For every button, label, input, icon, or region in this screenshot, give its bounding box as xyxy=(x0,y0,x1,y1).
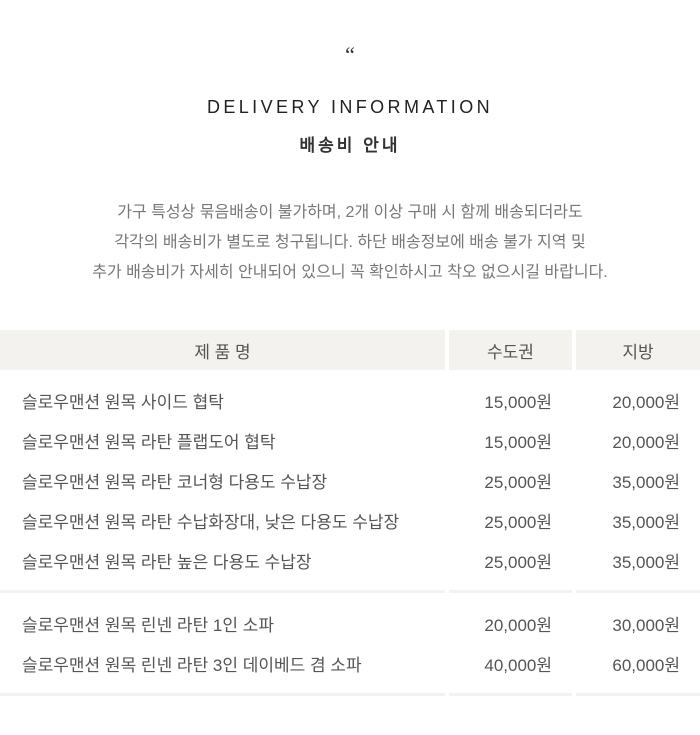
description-line: 추가 배송비가 자세히 안내되어 있으니 꼭 확인하시고 착오 없으시길 바랍니… xyxy=(92,264,608,281)
group-divider xyxy=(0,683,700,696)
column-header-metro: 수도권 xyxy=(449,330,572,370)
quote-mark: “ xyxy=(345,42,355,67)
section-title-ko: 배송비 안내 xyxy=(299,136,401,155)
local-fee: 35,000원 xyxy=(612,552,680,572)
column-header-local: 지방 xyxy=(576,330,700,370)
description-line: 각각의 배송비가 별도로 청구됩니다. 하단 배송정보에 배송 불가 지역 및 xyxy=(114,234,586,251)
delivery-description: 가구 특성상 묶음배송이 불가하며, 2개 이상 구매 시 함께 배송되더라도 … xyxy=(0,198,700,288)
metro-fee: 20,000원 xyxy=(484,615,552,635)
product-name: 슬로우맨션 원목 린넨 라탄 3인 데이베드 겸 소파 xyxy=(22,655,362,675)
local-fee: 35,000원 xyxy=(612,472,680,492)
metro-fee: 15,000원 xyxy=(484,432,552,452)
local-fee: 20,000원 xyxy=(612,432,680,452)
table-row: 슬로우맨션 원목 사이드 협탁 15,000원 20,000원 xyxy=(0,380,700,420)
spacer-cell xyxy=(0,580,445,593)
table-row: 슬로우맨션 원목 라탄 수납화장대, 낮은 다용도 수납장 25,000원 35,0… xyxy=(0,500,700,540)
table-row: 슬로우맨션 원목 라탄 플랩도어 협탁 15,000원 20,000원 xyxy=(0,420,700,460)
metro-fee: 25,000원 xyxy=(484,552,552,572)
local-fee: 35,000원 xyxy=(612,512,680,532)
column-header-product: 제 품 명 xyxy=(0,330,445,370)
description-line: 가구 특성상 묶음배송이 불가하며, 2개 이상 구매 시 함께 배송되더라도 xyxy=(117,204,583,221)
spacer-cell xyxy=(576,683,700,696)
spacer-cell xyxy=(449,370,572,380)
table-row: 슬로우맨션 원목 린넨 라탄 1인 소파 20,000원 30,000원 xyxy=(0,603,700,643)
metro-fee: 15,000원 xyxy=(484,392,552,412)
product-name: 슬로우맨션 원목 라탄 코너형 다용도 수납장 xyxy=(22,472,328,492)
section-title-en: DELIVERY INFORMATION xyxy=(206,97,494,117)
spacer-row xyxy=(0,593,700,603)
spacer-cell xyxy=(449,593,572,603)
local-fee: 20,000원 xyxy=(612,392,680,412)
spacer-cell xyxy=(0,593,445,603)
product-name: 슬로우맨션 원목 라탄 플랩도어 협탁 xyxy=(22,432,276,452)
local-fee: 60,000원 xyxy=(612,655,680,675)
table-header-row: 제 품 명 수도권 지방 xyxy=(0,330,700,370)
table-row: 슬로우맨션 원목 라탄 코너형 다용도 수납장 25,000원 35,000원 xyxy=(0,460,700,500)
spacer-row xyxy=(0,370,700,380)
spacer-cell xyxy=(0,683,445,696)
product-name: 슬로우맨션 원목 린넨 라탄 1인 소파 xyxy=(22,615,275,635)
spacer-cell xyxy=(576,580,700,593)
table-row: 슬로우맨션 원목 린넨 라탄 3인 데이베드 겸 소파 40,000원 60,000… xyxy=(0,643,700,683)
table-row: 슬로우맨션 원목 라탄 높은 다용도 수납장 25,000원 35,000원 xyxy=(0,540,700,580)
metro-fee: 25,000원 xyxy=(484,472,552,492)
spacer-cell xyxy=(576,370,700,380)
group-divider xyxy=(0,580,700,593)
spacer-cell xyxy=(576,593,700,603)
spacer-cell xyxy=(0,370,445,380)
product-name: 슬로우맨션 원목 사이드 협탁 xyxy=(22,392,224,412)
spacer-cell xyxy=(449,580,572,593)
product-name: 슬로우맨션 원목 라탄 수납화장대, 낮은 다용도 수납장 xyxy=(22,512,400,532)
product-name: 슬로우맨션 원목 라탄 높은 다용도 수납장 xyxy=(22,552,312,572)
shipping-fee-table: 제 품 명 수도권 지방 슬로우맨션 원목 사이드 협탁 15,000원 20,00… xyxy=(0,330,700,696)
metro-fee: 40,000원 xyxy=(484,655,552,675)
local-fee: 30,000원 xyxy=(612,615,680,635)
metro-fee: 25,000원 xyxy=(484,512,552,532)
spacer-cell xyxy=(449,683,572,696)
